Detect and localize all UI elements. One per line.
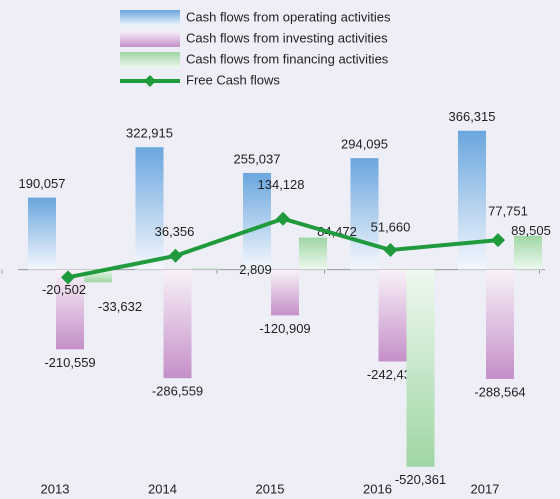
bar xyxy=(163,269,192,379)
bar xyxy=(406,269,435,467)
bar xyxy=(299,237,327,270)
line xyxy=(67,216,499,280)
data-label: -120,909 xyxy=(259,321,310,336)
bar xyxy=(28,197,56,270)
marker xyxy=(491,233,505,248)
data-label: 366,315 xyxy=(449,109,496,124)
legend-marker xyxy=(144,75,156,87)
legend-label: Cash flows from financing activities xyxy=(186,51,389,66)
legend-swatch xyxy=(120,31,180,47)
data-label: 77,751 xyxy=(488,204,528,219)
bar xyxy=(135,147,164,270)
data-label: 84,472 xyxy=(317,224,357,239)
data-label: 89,505 xyxy=(511,223,551,238)
legend-label: Free Cash flows xyxy=(186,72,280,87)
bar xyxy=(243,172,271,270)
data-label: 36,356 xyxy=(155,224,195,239)
data-label: -242,435 xyxy=(367,367,418,382)
data-label: -520,361 xyxy=(395,472,446,487)
x-tick-label: 2014 xyxy=(148,481,177,496)
data-label: -33,632 xyxy=(98,299,142,314)
legend-label: Cash flows from investing activities xyxy=(186,30,388,45)
marker xyxy=(61,270,75,285)
bar xyxy=(56,269,84,350)
bar xyxy=(486,269,514,379)
marker xyxy=(383,243,398,258)
data-label: 294,095 xyxy=(341,137,388,152)
x-tick-label: 2013 xyxy=(41,481,70,496)
legend-label: Cash flows from operating activities xyxy=(186,9,391,24)
data-label: 2,809 xyxy=(239,262,272,277)
legend-swatch xyxy=(120,10,180,26)
bar xyxy=(350,158,379,270)
data-label: -210,559 xyxy=(44,355,95,370)
x-tick-label: 2017 xyxy=(471,481,500,496)
marker xyxy=(168,248,183,263)
data-label: 190,057 xyxy=(19,176,66,191)
bar xyxy=(378,269,407,362)
x-tick-label: 2015 xyxy=(256,481,285,496)
data-label: 51,660 xyxy=(371,219,411,234)
bar xyxy=(458,130,486,270)
data-label: 322,915 xyxy=(126,126,173,141)
marker xyxy=(276,211,290,226)
bar xyxy=(191,268,220,270)
bar xyxy=(271,269,299,316)
legend-swatch xyxy=(120,52,180,68)
data-label: -20,502 xyxy=(42,282,86,297)
data-label: -286,559 xyxy=(152,384,203,399)
bar xyxy=(514,235,542,270)
data-label: -288,564 xyxy=(474,384,525,399)
x-tick-label: 2016 xyxy=(363,481,392,496)
data-label: 134,128 xyxy=(258,177,305,192)
data-label: 255,037 xyxy=(234,151,281,166)
